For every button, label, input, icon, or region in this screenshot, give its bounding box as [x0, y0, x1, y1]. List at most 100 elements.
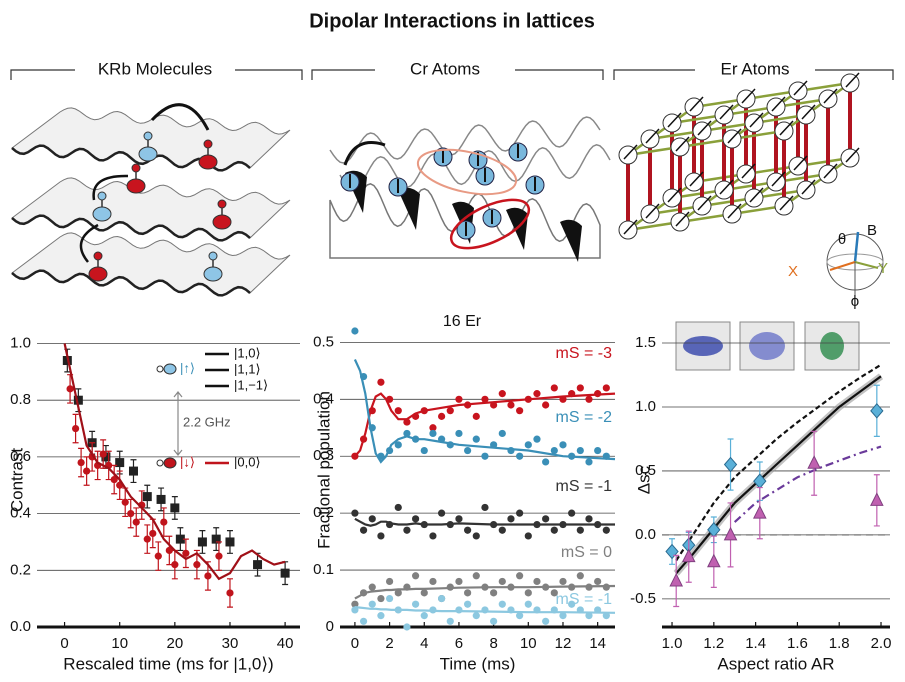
point	[550, 589, 558, 597]
point	[533, 606, 541, 614]
molecule-atom	[217, 199, 227, 209]
point	[420, 520, 428, 529]
point	[464, 526, 472, 534]
spin-arrow	[727, 128, 742, 144]
point	[498, 526, 506, 534]
point	[377, 378, 385, 386]
point	[66, 385, 74, 393]
section-title: Er Atoms	[721, 59, 790, 78]
spin-arrow	[823, 163, 838, 179]
point	[723, 526, 738, 541]
point	[550, 384, 558, 392]
point	[197, 537, 207, 547]
spin-arrow	[741, 163, 756, 179]
spin-arrow	[667, 112, 682, 128]
point	[154, 552, 162, 560]
spin-arrow	[719, 179, 734, 195]
point	[464, 600, 472, 608]
point	[594, 520, 602, 529]
point	[142, 492, 152, 502]
point	[225, 537, 235, 547]
molecule-atom	[203, 266, 223, 282]
point	[507, 446, 515, 455]
x-tick-label: 10	[520, 635, 537, 652]
sheet-shade	[11, 214, 251, 242]
molecule-icon	[156, 365, 164, 373]
point	[438, 412, 446, 420]
point	[568, 600, 576, 608]
point	[438, 435, 446, 443]
molecule-atom	[131, 163, 141, 173]
point	[542, 401, 550, 409]
molecule-atom	[143, 131, 153, 141]
illustrations	[11, 72, 884, 371]
point	[559, 441, 567, 449]
point	[602, 612, 610, 620]
point	[99, 450, 107, 458]
spin-arrow	[801, 104, 816, 120]
point	[481, 606, 489, 614]
spin-arrow	[675, 211, 690, 227]
bracket	[613, 69, 894, 80]
y-tick-label: 0.1	[313, 561, 334, 578]
point	[368, 407, 376, 415]
point	[602, 526, 610, 534]
point	[542, 617, 550, 625]
y-tick-label: 0.0	[635, 526, 656, 543]
y-tick-label: 1.0	[10, 334, 31, 351]
point	[559, 577, 567, 586]
spin-arrow	[779, 120, 794, 136]
point	[498, 600, 506, 608]
point	[385, 446, 394, 455]
point	[143, 535, 151, 543]
sheet-shade	[11, 269, 251, 297]
point	[446, 407, 454, 415]
molecule-icon	[163, 363, 177, 375]
point	[403, 526, 411, 534]
inset-label: X	[788, 263, 798, 280]
inset-label: ϕ	[851, 293, 859, 310]
spin-arrow	[623, 144, 638, 160]
y-tick-label: 0.6	[10, 448, 31, 465]
point	[498, 429, 506, 438]
point	[524, 532, 532, 540]
y-tick-label: -0.5	[630, 590, 656, 607]
fit-line	[354, 606, 616, 614]
point	[160, 518, 168, 526]
molecule-atom	[198, 154, 218, 170]
point	[559, 612, 567, 620]
spin-arrow	[689, 171, 704, 187]
point	[368, 600, 376, 608]
section-title: KRb Molecules	[98, 59, 212, 78]
point	[455, 606, 463, 614]
spin-arrow	[675, 136, 690, 152]
spin-arrow	[719, 104, 734, 120]
point	[490, 441, 498, 449]
point	[472, 412, 480, 420]
point	[481, 452, 489, 460]
point	[211, 534, 221, 544]
point	[464, 589, 472, 597]
point	[377, 532, 385, 540]
cloud	[820, 332, 844, 360]
point	[568, 509, 576, 517]
point	[507, 606, 515, 614]
point	[576, 384, 584, 392]
spin-arrow	[845, 72, 860, 88]
series-label: mS = -3	[556, 345, 613, 362]
point	[524, 395, 532, 403]
point	[559, 395, 567, 403]
point	[132, 518, 140, 526]
molecule-atom	[203, 139, 213, 149]
lattice-well	[560, 219, 582, 262]
fit-line	[354, 392, 616, 457]
figure-title: Dipolar Interactions in lattices	[309, 10, 595, 32]
point	[411, 435, 420, 443]
inset-label: θ	[838, 231, 846, 248]
point	[385, 395, 394, 403]
spin-arrow	[697, 120, 712, 136]
fit-line	[675, 375, 882, 575]
point	[359, 589, 368, 597]
x-tick-label: 0	[60, 635, 68, 652]
